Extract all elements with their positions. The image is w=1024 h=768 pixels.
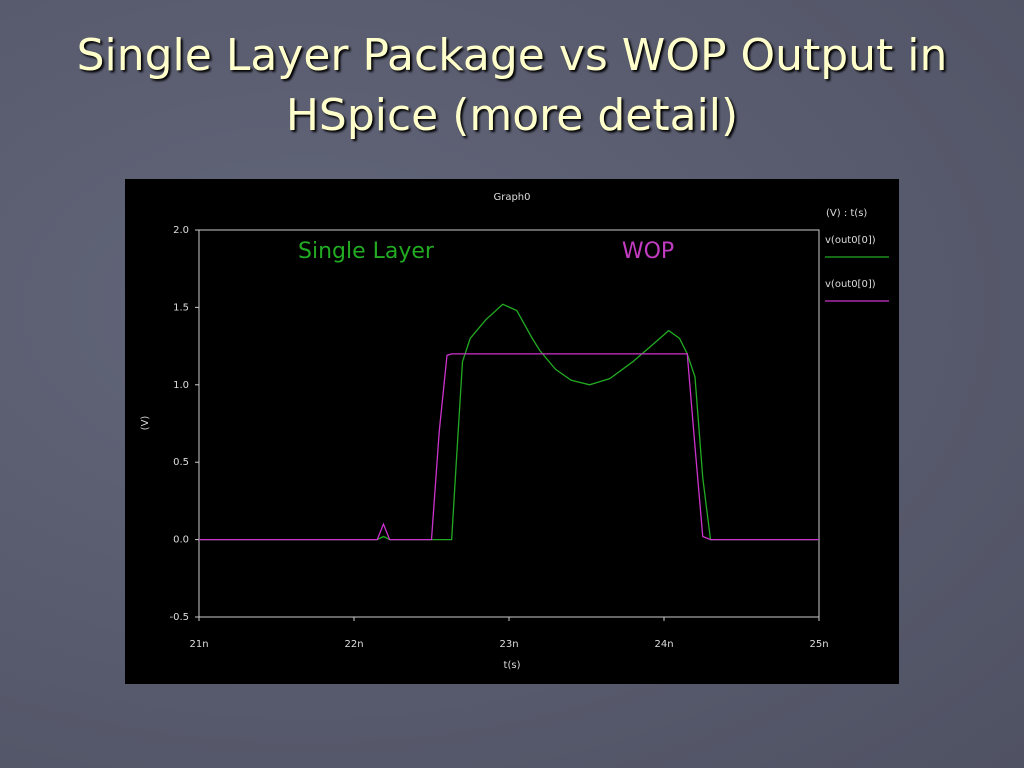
legend-label: v(out0[0]) — [825, 235, 876, 246]
y-tick-label: -0.5 — [169, 612, 189, 623]
x-tick-label: 23n — [499, 639, 518, 650]
slide-title: Single Layer Package vs WOP Output in HS… — [76, 30, 948, 141]
legend-title: (V) : t(s) — [826, 208, 867, 219]
y-tick-label: 1.0 — [173, 380, 189, 391]
annotation: WOP — [622, 239, 674, 264]
y-tick-label: 0.0 — [173, 535, 189, 546]
y-tick-label: 0.5 — [173, 457, 189, 468]
x-tick-label: 24n — [654, 639, 673, 650]
series-line — [199, 353, 819, 541]
series-line — [199, 303, 819, 541]
y-axis-label: (V) — [140, 416, 151, 431]
annotation: Single Layer — [298, 239, 435, 264]
x-tick-label: 22n — [344, 639, 363, 650]
chart-background — [125, 179, 899, 684]
x-tick-label: 21n — [189, 639, 208, 650]
y-tick-label: 1.5 — [173, 302, 189, 313]
graph-title: Graph0 — [493, 192, 530, 203]
y-tick-label: 2.0 — [173, 225, 189, 236]
x-tick-label: 25n — [809, 639, 828, 650]
x-axis-label: t(s) — [504, 660, 521, 671]
legend-label: v(out0[0]) — [825, 279, 876, 290]
